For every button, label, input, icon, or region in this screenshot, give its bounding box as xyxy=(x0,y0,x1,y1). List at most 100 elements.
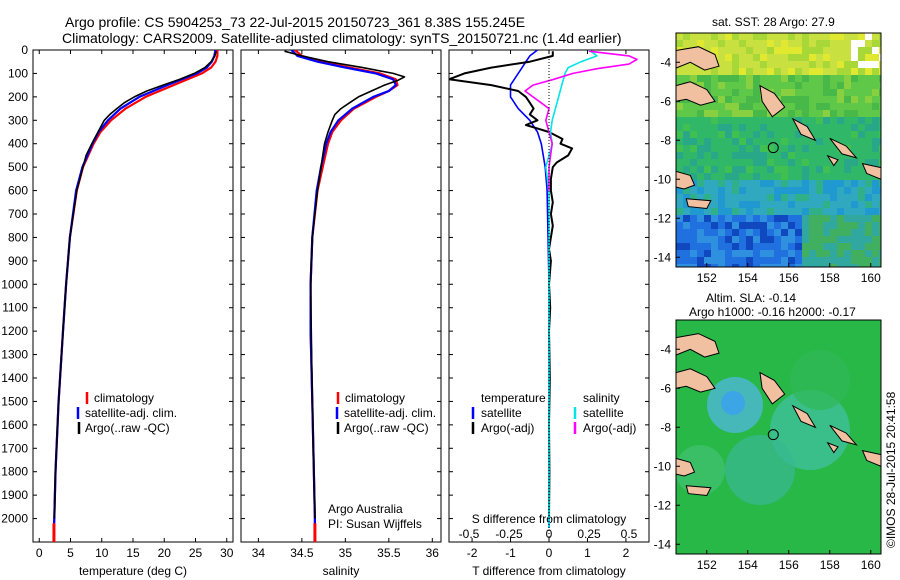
sst-cell xyxy=(718,131,725,138)
sst-cell xyxy=(837,110,844,117)
sst-cell xyxy=(746,33,753,40)
sst-cell xyxy=(858,257,865,264)
sst-cell xyxy=(879,194,881,201)
sst-cell xyxy=(830,89,837,96)
sst-cell xyxy=(704,124,711,131)
sst-cell xyxy=(788,117,795,124)
legend-label-satellite: satellite-adj. clim. xyxy=(344,406,436,420)
land-polygon xyxy=(759,84,786,118)
sst-cell xyxy=(795,264,802,267)
sst-cell xyxy=(753,47,760,54)
sst-cell xyxy=(732,110,739,117)
sst-cell xyxy=(704,159,711,166)
depth-tick-label: 1100 xyxy=(2,301,28,315)
sst-cell xyxy=(858,33,865,40)
sst-cell xyxy=(809,152,816,159)
sst-cell xyxy=(676,159,683,166)
sst-cell xyxy=(753,54,760,61)
sst-cell xyxy=(739,117,746,124)
sst-cell xyxy=(711,264,718,267)
sst-cell xyxy=(816,208,823,215)
sst-cell xyxy=(816,264,823,267)
legend-label-argo: Argo(..raw -QC) xyxy=(85,421,170,435)
sst-cell xyxy=(683,68,690,75)
sst-cell xyxy=(732,124,739,131)
sst-cell xyxy=(704,75,711,82)
lat-tick-label: -6 xyxy=(660,94,671,108)
sst-cell xyxy=(823,131,830,138)
sst-cell xyxy=(872,89,879,96)
sst-cell xyxy=(879,229,881,236)
sst-cell xyxy=(844,187,851,194)
sst-cell xyxy=(711,222,718,229)
sst-cell xyxy=(725,54,732,61)
sst-cell xyxy=(774,75,781,82)
series-line xyxy=(53,51,217,519)
sst-cell xyxy=(795,54,802,61)
sst-cell xyxy=(879,145,881,152)
depth-tick-label: 1400 xyxy=(1,371,28,385)
land-polygon xyxy=(676,333,720,358)
sst-cell xyxy=(788,236,795,243)
sst-cell xyxy=(816,61,823,68)
sst-cell xyxy=(683,222,690,229)
salinity-series xyxy=(284,50,406,542)
sst-cell xyxy=(753,89,760,96)
sst-cell xyxy=(823,243,830,250)
legend-label-temp-argo: Argo(-adj) xyxy=(481,421,534,435)
sst-cell xyxy=(760,222,767,229)
sst-cell xyxy=(802,138,809,145)
sst-cell xyxy=(830,61,837,68)
sst-cell xyxy=(774,250,781,257)
sst-cell xyxy=(844,82,851,89)
sst-cell xyxy=(851,54,858,61)
sst-cell xyxy=(844,131,851,138)
sst-cell xyxy=(844,229,851,236)
sst-cell xyxy=(690,145,697,152)
depth-tick-label: 600 xyxy=(8,184,28,198)
sst-cell xyxy=(879,131,881,138)
sst-cell xyxy=(711,201,718,208)
sst-cell xyxy=(767,194,774,201)
sst-cell xyxy=(858,159,865,166)
sst-cell xyxy=(704,110,711,117)
sst-cell xyxy=(851,166,858,173)
sst-cell xyxy=(704,194,711,201)
sst-cell xyxy=(753,124,760,131)
sst-cell xyxy=(844,138,851,145)
sst-cell xyxy=(830,187,837,194)
x-tick-label: 15 xyxy=(126,546,140,560)
sst-cell xyxy=(690,194,697,201)
salinity-legend: climatology satellite-adj. clim. Argo(..… xyxy=(328,391,436,531)
sst-cell xyxy=(851,201,858,208)
sst-cell xyxy=(718,159,725,166)
sst-cell xyxy=(795,96,802,103)
x-axis-label: salinity xyxy=(323,564,360,578)
sst-cell xyxy=(823,103,830,110)
sst-cell xyxy=(872,236,879,243)
sst-cell xyxy=(865,208,872,215)
lat-tick-label: -8 xyxy=(660,420,671,434)
sst-cell xyxy=(823,173,830,180)
sst-cell xyxy=(760,173,767,180)
sst-cell xyxy=(865,75,872,82)
sst-cell xyxy=(774,222,781,229)
sst-cell xyxy=(830,124,837,131)
sst-cell xyxy=(802,243,809,250)
sst-cell xyxy=(830,82,837,89)
sst-cell xyxy=(816,236,823,243)
sst-cell xyxy=(753,145,760,152)
x-tick-label: 0 xyxy=(36,546,43,560)
sst-cell xyxy=(851,180,858,187)
sst-cell xyxy=(718,222,725,229)
sst-cell xyxy=(802,222,809,229)
sst-cell xyxy=(781,89,788,96)
sst-cell xyxy=(732,159,739,166)
sst-cell xyxy=(872,180,879,187)
sst-cell xyxy=(739,257,746,264)
sst-cell xyxy=(732,243,739,250)
sst-cell xyxy=(753,166,760,173)
sst-cell xyxy=(739,124,746,131)
sst-cell xyxy=(683,103,690,110)
sst-cell xyxy=(676,264,683,267)
